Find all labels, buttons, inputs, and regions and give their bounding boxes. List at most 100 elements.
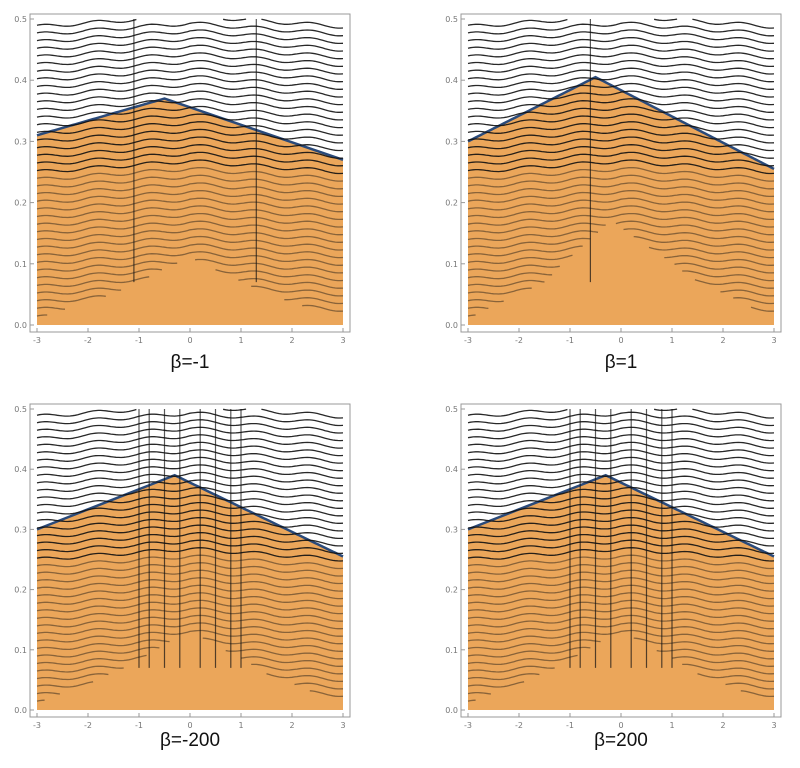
contour-line bbox=[36, 121, 344, 136]
contour-line bbox=[36, 144, 344, 159]
contour-line bbox=[467, 464, 775, 479]
contour-line bbox=[36, 607, 344, 622]
contour-line bbox=[36, 285, 344, 297]
contour-line bbox=[467, 121, 775, 136]
contour-line bbox=[467, 44, 775, 60]
x-tick-label: -3 bbox=[464, 336, 472, 345]
contour-line bbox=[467, 29, 775, 45]
panel-beta-1: -3 -2 -1 0 1 2 3 0.0 0.1 0.2 0.3 0.4 0.5 β=1 bbox=[431, 0, 800, 378]
x-tick-label: 3 bbox=[340, 336, 345, 345]
y-tick-label: 0.1 bbox=[14, 260, 27, 269]
contour-line bbox=[467, 82, 775, 98]
contour-line bbox=[467, 262, 775, 274]
contour-line bbox=[36, 408, 344, 419]
contour-line bbox=[36, 113, 344, 129]
contour-line bbox=[36, 629, 344, 645]
x-tick-label: -2 bbox=[84, 721, 92, 730]
panel-beta-minus-200: -3 -2 -1 0 1 2 3 0.0 0.1 0.2 0.3 0.4 0.5 β=-200 bbox=[0, 390, 400, 768]
y-tick-label: 0.0 bbox=[445, 321, 458, 330]
contour-line bbox=[36, 486, 344, 502]
contour-line bbox=[36, 690, 344, 698]
contour-line bbox=[467, 205, 775, 221]
contour-line bbox=[36, 516, 344, 532]
x-tick-label: 0 bbox=[187, 721, 192, 730]
y-tick-label: 0.5 bbox=[14, 405, 27, 414]
contour-line bbox=[467, 36, 775, 52]
contour-line bbox=[36, 52, 344, 68]
contour-line bbox=[467, 167, 775, 182]
contour-line bbox=[36, 577, 344, 592]
contour-line bbox=[36, 441, 344, 457]
y-tick-label: 0.2 bbox=[445, 586, 458, 595]
contour-plot: -3 -2 -1 0 1 2 3 0.0 0.1 0.2 0.3 0.4 0.5 bbox=[14, 403, 351, 730]
contour-line bbox=[36, 471, 344, 487]
contour-line bbox=[467, 212, 775, 228]
contour-line bbox=[36, 501, 344, 517]
contour-line bbox=[467, 279, 775, 289]
contour-line bbox=[467, 245, 775, 259]
contour-line bbox=[467, 151, 775, 167]
region-boundary bbox=[467, 75, 775, 171]
y-tick-label: 0.2 bbox=[14, 586, 27, 595]
y-tick-label: 0.0 bbox=[445, 706, 458, 715]
contour-line bbox=[467, 516, 775, 532]
contour-line bbox=[467, 629, 775, 645]
x-tick-label: -1 bbox=[135, 336, 143, 345]
x-tick-label: 2 bbox=[289, 336, 294, 345]
contour-line bbox=[467, 532, 775, 547]
x-tick-label: -3 bbox=[464, 721, 472, 730]
contour-line bbox=[36, 539, 344, 555]
contour-line bbox=[467, 128, 775, 144]
contour-line bbox=[36, 75, 344, 90]
contour-line bbox=[467, 654, 775, 667]
filled-region bbox=[468, 77, 774, 325]
contour-line bbox=[36, 494, 344, 509]
contour-line bbox=[36, 59, 344, 75]
contour-line bbox=[36, 151, 344, 167]
contour-line bbox=[36, 681, 344, 690]
contour-line bbox=[467, 494, 775, 509]
x-tick-label: 0 bbox=[618, 721, 623, 730]
filled-region bbox=[37, 98, 343, 325]
contour-line bbox=[36, 419, 344, 434]
y-tick-label: 0.4 bbox=[445, 465, 458, 474]
contour-line bbox=[467, 539, 775, 555]
x-tick-label: 3 bbox=[771, 336, 776, 345]
x-tick-label: 2 bbox=[289, 721, 294, 730]
contour-line bbox=[467, 113, 775, 129]
contour-line bbox=[36, 532, 344, 547]
filled-region bbox=[468, 475, 774, 710]
contour-line bbox=[36, 524, 344, 540]
contour-line bbox=[36, 235, 344, 251]
contour-line bbox=[36, 654, 344, 667]
x-tick-label: 1 bbox=[238, 721, 243, 730]
contour-line bbox=[467, 456, 775, 472]
contour-line bbox=[36, 105, 344, 121]
contour-line bbox=[36, 182, 344, 198]
contour-line bbox=[467, 228, 775, 243]
contour-line bbox=[36, 304, 344, 312]
y-tick-label: 0.3 bbox=[14, 137, 27, 146]
y-tick-label: 0.3 bbox=[445, 137, 458, 146]
contour-line bbox=[36, 18, 344, 29]
x-tick-label: -3 bbox=[33, 336, 41, 345]
contour-line bbox=[467, 501, 775, 517]
contour-line bbox=[36, 159, 344, 175]
contour-line bbox=[467, 690, 775, 698]
contour-line bbox=[467, 419, 775, 434]
contour-line bbox=[36, 90, 344, 106]
contour-line bbox=[36, 197, 344, 213]
contour-line bbox=[467, 569, 775, 585]
contour-line bbox=[36, 136, 344, 152]
contour-line bbox=[467, 159, 775, 175]
y-tick-label: 0.5 bbox=[445, 405, 458, 414]
contour-line bbox=[467, 577, 775, 592]
contour-line bbox=[467, 408, 775, 419]
contour-line bbox=[36, 29, 344, 45]
contour-line bbox=[467, 59, 775, 75]
contour-line bbox=[467, 599, 775, 615]
y-tick-label: 0.4 bbox=[14, 465, 27, 474]
contour-line bbox=[36, 622, 344, 637]
contour-line bbox=[467, 105, 775, 121]
contour-line bbox=[467, 584, 775, 600]
